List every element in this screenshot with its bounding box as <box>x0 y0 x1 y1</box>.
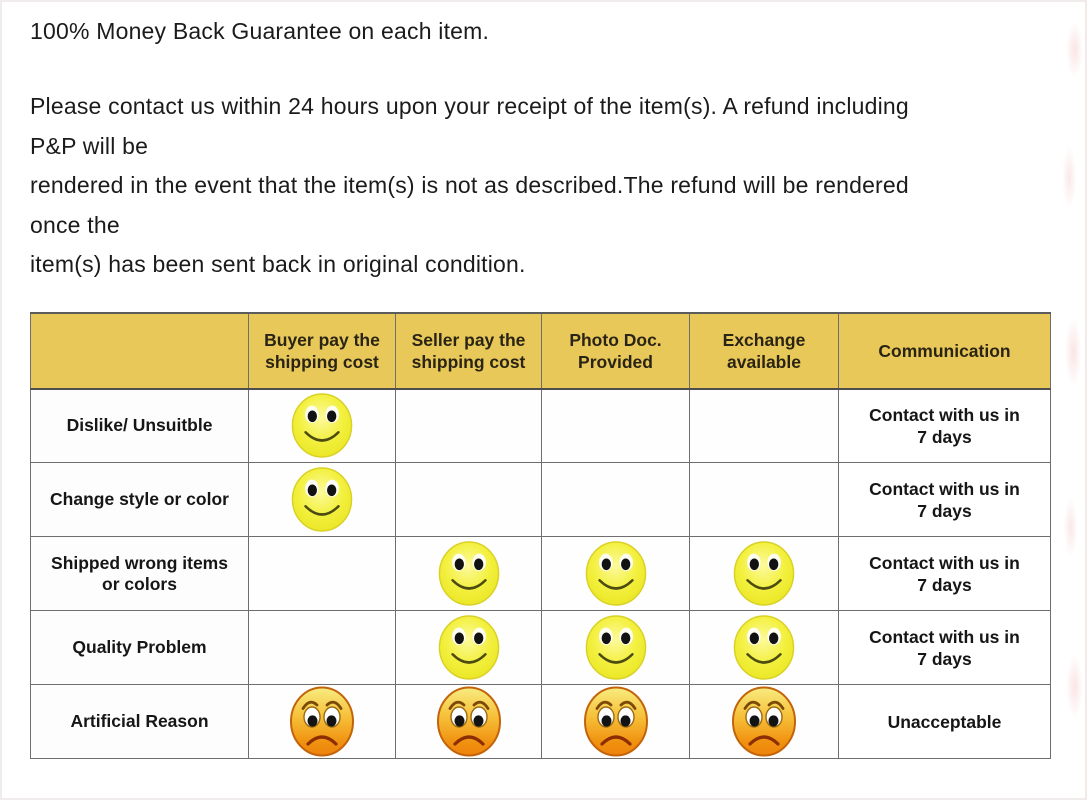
header-buyer-pay: Buyer pay the shipping cost <box>248 311 396 390</box>
table-row: Artificial Reason Unacceptable <box>30 684 1051 759</box>
cell-seller-pay <box>395 462 542 537</box>
communication-text: Unacceptable <box>887 711 1002 732</box>
cell-buyer-pay <box>248 462 396 537</box>
cell-buyer-pay <box>248 684 396 759</box>
cell-communication: Contact with us in 7 days <box>838 610 1051 685</box>
happy-face-icon <box>733 540 795 607</box>
table-row: Change style or color Contact with us in… <box>30 462 1051 537</box>
table-row: Shipped wrong items or colors Contact wi… <box>30 536 1051 611</box>
cell-seller-pay <box>395 388 542 463</box>
cell-buyer-pay <box>248 388 396 463</box>
table-header-row: Buyer pay the shipping cost Seller pay t… <box>30 311 1051 390</box>
paragraph-line: P&P will be <box>30 132 149 159</box>
cell-communication: Contact with us in 7 days <box>838 462 1051 537</box>
communication-text: Contact with us in 7 days <box>869 552 1020 595</box>
cell-photo-doc <box>541 536 690 611</box>
cell-photo-doc <box>541 462 690 537</box>
paragraph-line: Please contact us within 24 hours upon y… <box>30 93 909 119</box>
cell-seller-pay <box>395 610 542 685</box>
happy-face-icon <box>584 540 647 607</box>
cell-seller-pay <box>395 684 542 759</box>
table-row: Quality Problem Contact with us in 7 day… <box>30 610 1051 685</box>
communication-text: Contact with us in 7 days <box>869 404 1020 447</box>
cell-photo-doc <box>541 684 690 759</box>
row-label: Artificial Reason <box>30 684 249 759</box>
happy-face-icon <box>733 614 795 681</box>
cell-communication: Unacceptable <box>838 684 1051 759</box>
communication-text: Contact with us in 7 days <box>869 626 1020 669</box>
happy-face-icon <box>437 614 500 681</box>
cell-buyer-pay <box>248 610 396 685</box>
happy-face-icon <box>291 393 353 459</box>
paragraph-line: once the <box>30 211 120 238</box>
row-label: Dislike/ Unsuitble <box>30 388 249 463</box>
header-exchange: Exchange available <box>689 311 839 390</box>
row-label: Shipped wrong items or colors <box>30 536 249 611</box>
guarantee-title: 100% Money Back Guarantee on each item. <box>30 18 490 44</box>
cell-seller-pay <box>395 536 542 611</box>
header-seller-pay: Seller pay the shipping cost <box>395 311 542 390</box>
paragraph-line: rendered in the event that the item(s) i… <box>30 172 909 198</box>
happy-face-icon <box>584 614 647 681</box>
cell-exchange <box>689 536 839 611</box>
cell-exchange <box>689 684 839 759</box>
cell-exchange <box>689 610 839 685</box>
sad-face-icon <box>731 685 797 758</box>
happy-face-icon <box>291 466 353 533</box>
cell-communication: Contact with us in 7 days <box>838 388 1051 463</box>
sad-face-icon <box>582 685 649 758</box>
happy-face-icon <box>437 540 500 607</box>
cell-photo-doc <box>541 388 690 463</box>
table-row: Dislike/ Unsuitble Contact with us in 7 … <box>30 388 1051 463</box>
cell-exchange <box>689 388 839 463</box>
cell-photo-doc <box>541 610 690 685</box>
communication-text: Contact with us in 7 days <box>869 478 1020 521</box>
row-label: Change style or color <box>30 462 249 537</box>
header-corner-cell <box>30 311 249 390</box>
sad-face-icon <box>435 685 502 758</box>
sad-face-icon <box>289 685 355 758</box>
header-photo-doc: Photo Doc. Provided <box>541 311 690 390</box>
cell-buyer-pay <box>248 536 396 611</box>
row-label: Quality Problem <box>30 610 249 685</box>
header-communication: Communication <box>838 311 1051 390</box>
return-policy-table: Buyer pay the shipping cost Seller pay t… <box>30 311 1051 759</box>
refund-policy-paragraph: Please contact us within 24 hours upon y… <box>30 87 1085 285</box>
cell-exchange <box>689 462 839 537</box>
cell-communication: Contact with us in 7 days <box>838 536 1051 611</box>
paragraph-line: item(s) has been sent back in original c… <box>30 251 526 277</box>
